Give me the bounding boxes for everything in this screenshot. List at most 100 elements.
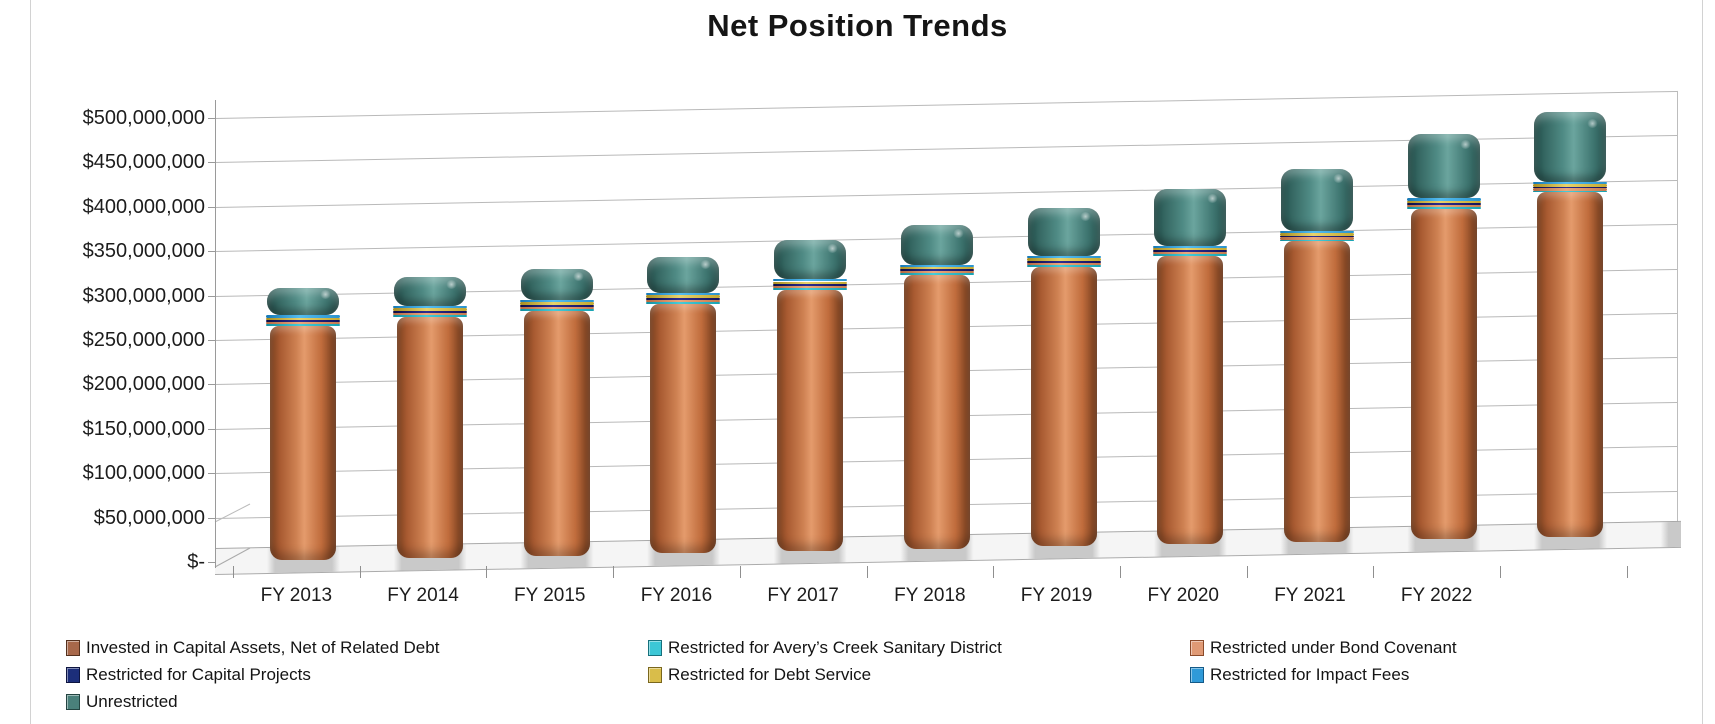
bar-segment-fy-2015: [519, 306, 594, 309]
chart-right-border: [1702, 0, 1703, 724]
legend-label: Unrestricted: [86, 692, 178, 711]
legend-swatch-icon: [648, 667, 662, 683]
x-axis-label: FY 2014: [387, 585, 459, 606]
x-axis-tick: [1373, 566, 1375, 578]
bar-segment-fy-2020: [1153, 247, 1228, 251]
bar-segment-fy-2019: [1026, 255, 1101, 259]
bar-segment-fy-2014: [397, 316, 464, 559]
bar-segment-fy-2013: [270, 325, 337, 561]
bar-segment-fy-2022: [1406, 207, 1481, 209]
chart-left-border: [30, 0, 31, 724]
bar-segment-extra: [1534, 112, 1607, 182]
gridline: [215, 90, 1677, 119]
bar-segment-fy-2020: [1153, 252, 1228, 255]
bar-segment-fy-2022: [1407, 134, 1480, 199]
bar-segment-fy-2017: [777, 289, 844, 551]
bar-segment-fy-2015: [519, 302, 594, 305]
bar-segment-extra: [1533, 188, 1608, 191]
y-axis-tick: [208, 562, 215, 563]
x-axis-tick: [613, 566, 615, 578]
legend-swatch-icon: [66, 667, 80, 683]
x-axis-tick: [486, 566, 488, 578]
bar-segment-extra: [1533, 181, 1608, 184]
y-axis-tick: [208, 517, 215, 519]
legend-item-restricted-for-impact-fees: Restricted for Impact Fees: [1190, 664, 1409, 686]
bar-segment-fy-2019: [1026, 264, 1101, 267]
bar-segment-fy-2020: [1153, 245, 1228, 248]
y-axis-tick: [208, 295, 215, 297]
y-axis-label: $150,000,000: [82, 417, 205, 440]
bar-segment-fy-2020: [1154, 188, 1227, 246]
bar-segment-fy-2021: [1279, 230, 1354, 234]
bar-segment-fy-2017: [773, 285, 848, 289]
bar-segment-fy-2019: [1027, 208, 1100, 256]
x-axis-tick: [1500, 566, 1501, 578]
bar-segment-fy-2017: [774, 240, 847, 280]
y-axis-tick: [208, 118, 215, 119]
bar-segment-fy-2016: [650, 303, 717, 554]
y-axis-label: $100,000,000: [82, 462, 205, 485]
bar-segment-fy-2019: [1026, 262, 1101, 265]
chart-title: Net Position Trends: [707, 8, 1008, 43]
bar-segment-fy-2021: [1279, 233, 1354, 236]
bar-segment-extra: [1533, 190, 1608, 193]
bar-segment-fy-2022: [1406, 200, 1481, 204]
bar-segment-fy-2017: [773, 288, 848, 290]
bar-segment-fy-2016: [646, 302, 721, 304]
bar-segment-fy-2018: [899, 264, 974, 267]
plot-right-wall-edge: [1677, 90, 1678, 546]
x-axis-label: FY 2016: [640, 585, 713, 606]
x-axis-tick: [1626, 566, 1628, 578]
bar-segment-fy-2013: [266, 320, 341, 322]
bar-segment-fy-2015: [523, 310, 590, 556]
legend-swatch-icon: [1190, 667, 1204, 683]
legend-label: Restricted for Capital Projects: [86, 665, 311, 684]
bar-segment-fy-2021: [1280, 168, 1353, 231]
x-axis-label: FY 2021: [1274, 585, 1346, 606]
bar-segment-fy-2021: [1279, 237, 1354, 240]
bar-segment-fy-2014: [394, 277, 467, 306]
y-axis-label: $450,000,000: [82, 151, 205, 174]
bar-segment-fy-2015: [519, 299, 594, 303]
bar-segment-fy-2017: [773, 279, 848, 282]
bar-segment-fy-2020: [1153, 250, 1228, 253]
bar-segment-fy-2016: [646, 299, 721, 303]
y-axis-label: $400,000,000: [82, 195, 205, 218]
y-axis-label: $500,000,000: [82, 107, 205, 129]
bar-segment-fy-2018: [899, 266, 974, 270]
bar-segment-fy-2018: [899, 273, 974, 276]
y-axis-label: $250,000,000: [82, 329, 205, 351]
legend-swatch-icon: [648, 640, 662, 656]
legend-item-unrestricted: Unrestricted: [66, 691, 178, 713]
bar-segment-fy-2021: [1279, 239, 1354, 242]
bar-segment-fy-2022: [1406, 203, 1481, 205]
bar-segment-fy-2021: [1283, 241, 1350, 542]
bar-segment-fy-2016: [646, 295, 721, 299]
x-axis-label: FY 2018: [894, 585, 966, 606]
x-axis-label: FY 2022: [1400, 585, 1473, 606]
legend-item-restricted-for-debt-service: Restricted for Debt Service: [648, 664, 871, 686]
bar-segment-fy-2014: [393, 305, 468, 309]
bar-segment-fy-2014: [393, 312, 468, 315]
x-axis-tick: [739, 566, 741, 578]
bar-segment-fy-2020: [1153, 254, 1228, 257]
legend-label: Restricted for Impact Fees: [1210, 665, 1410, 684]
bar-segment-fy-2015: [519, 304, 594, 307]
x-axis-label: FY 2015: [514, 585, 586, 606]
legend-swatch-icon: [66, 640, 80, 656]
bar-segment-fy-2019: [1030, 266, 1097, 547]
bar-segment-fy-2022: [1410, 208, 1477, 540]
legend-swatch-icon: [1190, 640, 1204, 656]
bar-segment-fy-2022: [1406, 198, 1481, 201]
bar-segment-fy-2019: [1026, 260, 1101, 263]
legend-item-restricted-for-capital-projects: Restricted for Capital Projects: [66, 664, 311, 686]
bar-segment-extra: [1537, 192, 1604, 537]
legend-item-invested-in-capital-assets-net-of-related-debt: Invested in Capital Assets, Net of Relat…: [66, 637, 439, 659]
bar-segment-fy-2016: [646, 298, 721, 300]
bar-segment-fy-2015: [519, 308, 594, 311]
legend-swatch-icon: [66, 694, 80, 710]
x-axis-tick: [1119, 566, 1121, 578]
legend-item-restricted-under-bond-covenant: Restricted under Bond Covenant: [1190, 637, 1457, 659]
y-axis-label: $-: [187, 551, 205, 573]
